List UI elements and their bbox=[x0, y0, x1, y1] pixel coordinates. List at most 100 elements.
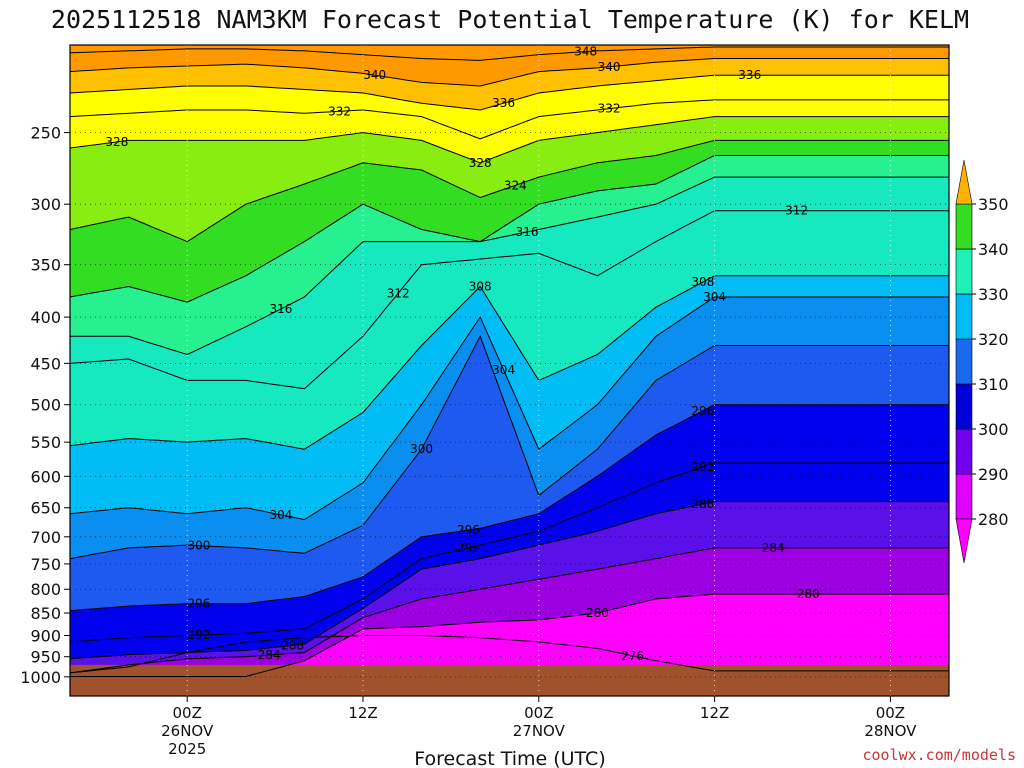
isentrope-label: 288 bbox=[691, 497, 714, 511]
isentrope-284 bbox=[70, 547, 949, 674]
isentrope-label: 316 bbox=[270, 302, 293, 316]
plot-area bbox=[70, 45, 949, 696]
isentrope-label: 300 bbox=[187, 539, 210, 553]
x-tick-label: 12Z bbox=[348, 704, 377, 722]
isentrope-label: 288 bbox=[281, 638, 304, 652]
isentrope-label: 340 bbox=[363, 68, 386, 82]
isentrope-280 bbox=[70, 593, 949, 677]
isentrope-layer bbox=[70, 45, 949, 696]
x-tick-label: 00Z bbox=[876, 704, 905, 722]
isentrope-label: 296 bbox=[187, 597, 210, 611]
isentrope-320 bbox=[70, 155, 949, 303]
y-tick-label: 800 bbox=[30, 580, 61, 599]
x-tick-label: 12Z bbox=[700, 704, 729, 722]
chart-title: 2025112518 NAM3KM Forecast Potential Tem… bbox=[51, 5, 969, 34]
isentrope-label: 312 bbox=[387, 286, 410, 300]
isentrope-label: 304 bbox=[492, 363, 515, 377]
isentrope-label: 296 bbox=[457, 523, 480, 537]
isentrope-label: 308 bbox=[691, 275, 714, 289]
isentrope-label: 276 bbox=[621, 649, 644, 663]
isentrope-296 bbox=[70, 404, 949, 612]
y-tick-label: 300 bbox=[30, 195, 61, 214]
x-tick-label: 26NOV bbox=[161, 722, 214, 740]
isentrope-300 bbox=[70, 335, 949, 560]
isentrope-label: 292 bbox=[691, 460, 714, 474]
colorbar-tick-label: 350 bbox=[978, 195, 1009, 214]
y-tick-label: 900 bbox=[30, 626, 61, 645]
isentrope-304 bbox=[70, 296, 949, 521]
isentrope-label: 332 bbox=[598, 102, 621, 116]
isentrope-labels: 2762802802842842882882922922922962962963… bbox=[105, 45, 819, 663]
y-tick-label: 350 bbox=[30, 256, 61, 275]
isentrope-label: 308 bbox=[469, 280, 492, 294]
colorbar-segment bbox=[955, 473, 973, 520]
isentrope-288 bbox=[70, 501, 949, 660]
colorbar-top-extend bbox=[955, 159, 973, 205]
x-tick-label: 2025 bbox=[168, 740, 206, 758]
pressure-axis: 250 300 350 400 450 500 550 600 650 700 750 800 850 9… bbox=[20, 124, 70, 687]
colorbar-tick-label: 300 bbox=[978, 420, 1009, 439]
x-tick-label: 27NOV bbox=[513, 722, 566, 740]
isentrope-292 bbox=[70, 462, 949, 643]
colorbar-tick-label: 310 bbox=[978, 375, 1009, 394]
colorbar-bottom-extend bbox=[955, 518, 973, 564]
isentrope-label: 284 bbox=[258, 648, 281, 662]
band-340 bbox=[70, 45, 949, 86]
isentrope-label: 280 bbox=[797, 587, 820, 601]
isentrope-label: 304 bbox=[703, 290, 726, 304]
isentrope-308 bbox=[70, 275, 949, 450]
credit-text: coolwx.com/models bbox=[862, 746, 1016, 764]
isentrope-336 bbox=[70, 74, 949, 111]
isentrope-label: 336 bbox=[492, 96, 515, 110]
x-axis-label: Forecast Time (UTC) bbox=[414, 748, 605, 768]
isentrope-328 bbox=[70, 116, 949, 164]
colorbar-tick-label: 290 bbox=[978, 465, 1009, 484]
colorbar-segment bbox=[955, 293, 973, 340]
isentrope-label: 284 bbox=[762, 541, 785, 555]
colorbar: 280 290 300 310 320 330 340 350 bbox=[955, 159, 1009, 564]
isentrope-label: 332 bbox=[328, 104, 351, 118]
y-tick-label: 600 bbox=[30, 467, 61, 486]
colorbar-tick-label: 330 bbox=[978, 285, 1009, 304]
isentrope-label: 300 bbox=[410, 442, 433, 456]
colorbar-tick-label: 320 bbox=[978, 330, 1009, 349]
isentrope-label: 296 bbox=[691, 404, 714, 418]
plot-frame bbox=[69, 44, 950, 697]
isentrope-324 bbox=[70, 139, 949, 243]
colorbar-tick-label: 340 bbox=[978, 240, 1009, 259]
y-tick-label: 1000 bbox=[20, 668, 61, 687]
isentrope-316 bbox=[70, 176, 949, 356]
colorbar-segment bbox=[955, 203, 973, 250]
colorbar-segment bbox=[955, 248, 973, 295]
isentrope-label: 328 bbox=[105, 135, 128, 149]
y-tick-label: 700 bbox=[30, 528, 61, 547]
isentrope-label: 312 bbox=[785, 204, 808, 218]
y-tick-label: 850 bbox=[30, 604, 61, 623]
y-tick-label: 400 bbox=[30, 308, 61, 327]
y-tick-label: 950 bbox=[30, 648, 61, 667]
isentrope-label: 316 bbox=[516, 225, 539, 239]
isentrope-label: 292 bbox=[457, 541, 480, 555]
y-tick-label: 750 bbox=[30, 555, 61, 574]
isentrope-label: 340 bbox=[598, 60, 621, 74]
colorbar-segment bbox=[955, 338, 973, 385]
isentrope-label: 280 bbox=[586, 606, 609, 620]
x-tick-label: 28NOV bbox=[864, 722, 917, 740]
isentrope-label: 328 bbox=[469, 156, 492, 170]
isentrope-label: 348 bbox=[574, 45, 597, 59]
ground-surface bbox=[70, 664, 949, 696]
y-tick-label: 450 bbox=[30, 354, 61, 373]
isentrope-312 bbox=[70, 210, 949, 390]
x-tick-label: 00Z bbox=[173, 704, 202, 722]
isentrope-label: 324 bbox=[504, 178, 527, 192]
isentrope-332 bbox=[70, 99, 949, 140]
isentrope-label: 292 bbox=[187, 628, 210, 642]
colorbar-segment bbox=[955, 428, 973, 475]
isentrope-label: 304 bbox=[270, 508, 293, 522]
isentrope-label: 336 bbox=[738, 68, 761, 82]
band-348 bbox=[70, 45, 949, 61]
isentrope-340 bbox=[70, 58, 949, 87]
colorbar-segment bbox=[955, 383, 973, 430]
